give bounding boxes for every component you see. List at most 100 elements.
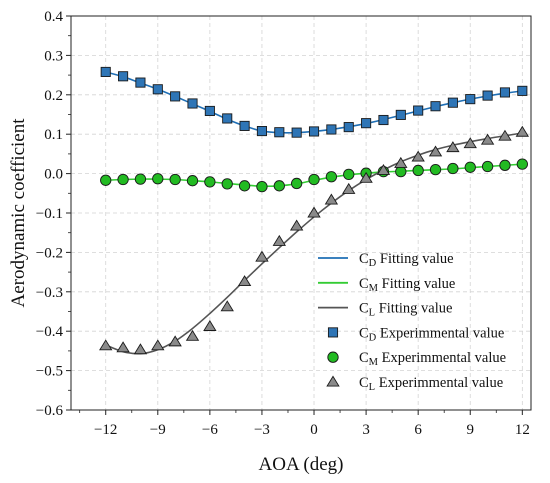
cl-experimental-point-20 — [446, 141, 460, 153]
cd-experimental-point-17 — [395, 109, 406, 120]
x-tick-label-5: 3 — [362, 422, 370, 438]
cl-experimental-point-22 — [480, 133, 495, 145]
cm-experimental-point-8 — [238, 180, 251, 192]
cm-experimental-point-6 — [204, 176, 216, 188]
y-tick-label-5: −0.1 — [36, 206, 63, 222]
cm-experimental-point-22 — [481, 160, 494, 173]
cl-experimental-point-4 — [168, 335, 182, 347]
cl-experimental-point-13 — [324, 193, 339, 205]
cd-experimental-point-18 — [413, 105, 424, 116]
cl-experimental-point-16 — [376, 163, 391, 175]
x-tick-label-6: 6 — [414, 422, 422, 438]
x-tick-label-7: 9 — [466, 422, 474, 438]
x-axis-title: AOA (deg) — [259, 454, 344, 475]
x-tick-label-4: 0 — [310, 422, 318, 438]
cd-experimental-point-22 — [482, 90, 493, 101]
y-tick-label-9: 0.3 — [44, 48, 63, 64]
cd-experimental-point-11 — [291, 127, 302, 138]
cm-experimental-point-23 — [499, 159, 511, 171]
cl-experimental-point-21 — [463, 137, 477, 149]
legend-cl-marker-label: CL Experimmental value — [359, 375, 503, 393]
cd-experimental-point-10 — [274, 127, 285, 138]
y-tick-label-4: −0.2 — [36, 245, 63, 261]
cm-experimental-point-12 — [308, 173, 320, 186]
cd-experimental-point-1 — [118, 71, 129, 82]
cm-experimental-point-24 — [516, 158, 528, 170]
cd-experimental-point-19 — [430, 101, 441, 112]
cl-experimental-point-23 — [498, 129, 512, 141]
cl-experimental-point-5 — [185, 329, 200, 341]
cd-experimental-point-3 — [152, 84, 163, 95]
y-tick-label-0: −0.6 — [36, 403, 64, 419]
cm-experimental-point-21 — [464, 161, 476, 173]
legend-cd-experimental-swatch — [327, 327, 339, 338]
legend-cm-experimental-swatch — [327, 351, 339, 363]
cd-experimental-point-21 — [465, 94, 476, 105]
cl-experimental-point-1 — [116, 341, 130, 353]
cl-experimental-point-19 — [428, 145, 443, 157]
cd-experimental-point-8 — [239, 120, 250, 131]
ticks: −12 −9 −6 −3 0 3 6 9 12 −0.6 −0.5 −0.4 −0.3 −0.2 −0.1 0… — [36, 9, 530, 438]
x-tick-label-3: −3 — [254, 422, 270, 438]
cm-experimental-point-17 — [395, 165, 407, 178]
legend-cd-marker-label: CD Experimmental value — [359, 325, 504, 343]
x-tick-label-8: 12 — [515, 422, 530, 438]
cd-experimental-point-9 — [256, 125, 267, 137]
cm-experimental-point-7 — [221, 178, 233, 190]
cd-experimental-point-0 — [100, 66, 111, 77]
x-tick-label-0: −12 — [94, 422, 117, 438]
cd-experimental-point-5 — [187, 98, 198, 109]
cm-experimental-point-4 — [169, 173, 181, 186]
legend-cl-experimental-swatch — [326, 375, 340, 387]
cd-experimental-point-12 — [308, 126, 320, 137]
cm-experimental-point-2 — [134, 173, 147, 185]
cl-experimental-point-18 — [411, 150, 425, 162]
cl-experimental-point-7 — [220, 300, 234, 312]
cl-experimental-point-8 — [237, 275, 252, 287]
y-tick-label-3: −0.3 — [36, 285, 63, 301]
y-axis-title: Aerodynamic coefficient — [8, 118, 29, 308]
cd-experimental-point-23 — [499, 87, 511, 98]
legend-cm-marker-label: CM Experimmental value — [359, 350, 506, 368]
y-tick-label-1: −0.5 — [36, 364, 63, 380]
cl-experimental-point-11 — [289, 219, 304, 231]
cm-experimental-point-5 — [186, 175, 199, 187]
cl-experimental-point-15 — [359, 171, 373, 183]
y-tick-label-6: 0.0 — [44, 167, 63, 183]
cd-experimental-point-15 — [361, 118, 372, 129]
legend: CD Fitting value CM Fitting value CL Fitti… — [318, 251, 506, 393]
cd-experimental-point-16 — [378, 114, 389, 126]
cl-experimental-point-0 — [99, 339, 113, 351]
cl-experimental-point-24 — [515, 125, 530, 137]
y-tick-label-10: 0.4 — [44, 9, 63, 25]
legend-cm-line-label: CM Fitting value — [359, 276, 455, 294]
cd-experimental-point-14 — [343, 122, 354, 133]
cm-experimental-point-11 — [291, 177, 303, 190]
cm-experimental-point-20 — [447, 162, 459, 175]
cm-experimental-point-0 — [100, 174, 112, 186]
cl-experimental-point-3 — [151, 339, 165, 351]
cd-experimental-point-13 — [326, 124, 337, 135]
legend-cl-line-label: CL Fitting value — [359, 301, 452, 319]
cl-experimental-point-10 — [272, 234, 286, 246]
cl-experimental-point-6 — [203, 320, 217, 331]
y-tick-label-7: 0.1 — [44, 127, 63, 143]
cl-experimental-point-2 — [133, 343, 148, 355]
cm-experimental-point-9 — [256, 180, 268, 193]
cd-experimental-point-2 — [135, 77, 146, 88]
cm-experimental-point-1 — [117, 173, 129, 186]
x-tick-label-2: −6 — [202, 422, 218, 438]
cl-experimental-point-14 — [342, 182, 356, 194]
cd-experimental-point-7 — [222, 113, 233, 124]
cm-experimental-point-18 — [412, 164, 424, 177]
cd-experimental-point-20 — [447, 97, 458, 108]
y-tick-label-8: 0.2 — [44, 88, 63, 104]
cd-experimental-point-24 — [517, 85, 528, 96]
cm-experimental-point-19 — [429, 164, 442, 176]
cl-experimental-point-17 — [394, 156, 408, 168]
cm-experimental-point-3 — [152, 173, 164, 185]
cm-experimental-point-14 — [343, 168, 355, 181]
cm-experimental-point-13 — [325, 171, 338, 183]
legend-cd-line-label: CD Fitting value — [359, 251, 454, 269]
